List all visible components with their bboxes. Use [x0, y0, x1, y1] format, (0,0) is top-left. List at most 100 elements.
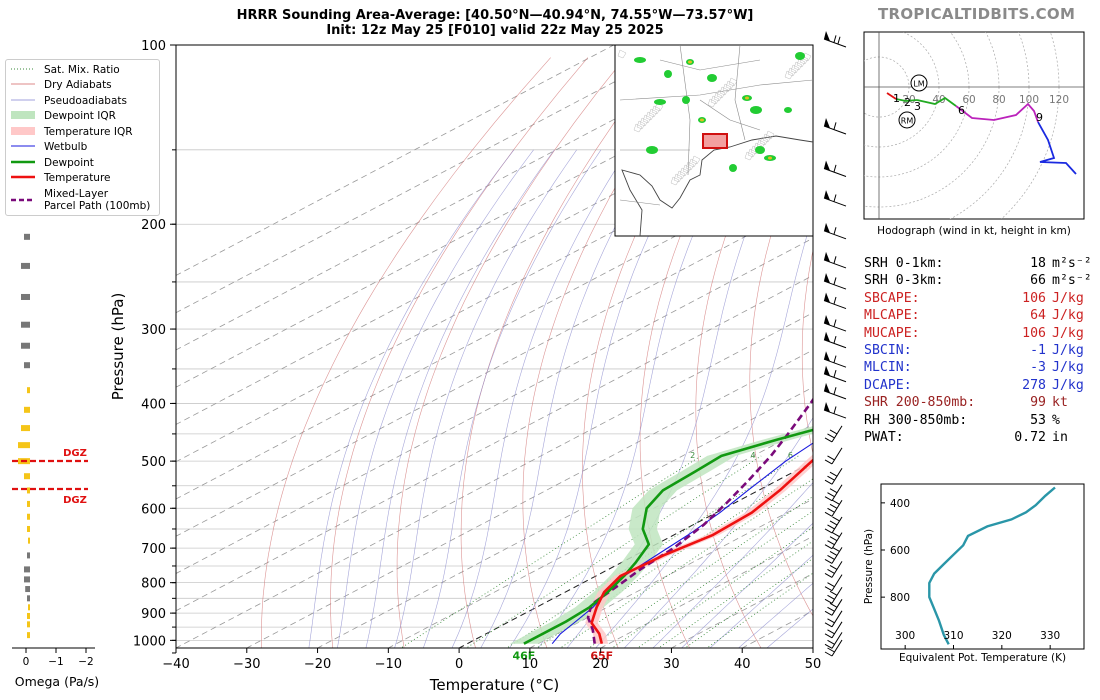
mixing-ratio-label: 4	[751, 451, 756, 460]
pseudoadiabat	[595, 215, 813, 648]
hodograph-height-label: 9	[1036, 111, 1043, 124]
right-mover-label: RM	[901, 117, 914, 126]
omega-bar	[27, 513, 30, 520]
barb-flag	[827, 524, 835, 530]
y-axis-label: Pressure (hPa)	[109, 293, 127, 401]
mixing-ratio-line	[636, 526, 813, 648]
radar-echo	[654, 99, 666, 105]
theta-e-x-tick-label: 300	[895, 630, 915, 642]
barb-flag	[827, 475, 835, 481]
stat-value: 106	[1022, 325, 1046, 341]
radar-echo	[750, 106, 762, 114]
stat-unit: J/kg	[1052, 290, 1084, 306]
stat-unit: %	[1052, 412, 1060, 428]
barb-pennant	[824, 315, 830, 326]
stat-label: MLCIN:	[864, 360, 912, 376]
barb-flag	[833, 227, 837, 235]
barb-pennant	[824, 382, 830, 393]
mixing-ratio-label: 36	[969, 451, 979, 460]
omega-bar	[21, 342, 30, 349]
x-tick-label: −20	[304, 657, 331, 672]
mixing-ratio-line	[658, 540, 813, 648]
wind-barb	[824, 574, 843, 592]
barb-flag	[824, 633, 833, 639]
pseudoadiabat	[738, 582, 813, 648]
series-temperature	[590, 458, 813, 645]
y-tick-label: 300	[141, 323, 166, 338]
stat-unit: J/kg	[1052, 377, 1084, 393]
barb-flag	[832, 546, 840, 552]
barb-staff	[831, 447, 843, 465]
barb-flag	[833, 319, 837, 327]
omega-bar	[24, 233, 30, 240]
legend-swatch	[11, 145, 35, 147]
stat-row: SBCAPE: 106 J/kg	[864, 290, 1100, 307]
omega-bar	[27, 387, 30, 394]
stat-value: -1	[1030, 343, 1046, 359]
county-line	[744, 151, 754, 161]
y-tick-label: 600	[141, 502, 166, 517]
isotherm	[176, 312, 813, 648]
barb-pennant	[824, 251, 830, 262]
x-tick-label: 0	[455, 657, 463, 672]
state-border	[679, 44, 691, 176]
wind-barb	[824, 632, 843, 649]
sounding-indices: SRH 0-1km: 18 m²s⁻² SRH 0-3km: 66 m²s⁻² SBCAPE…	[864, 255, 1100, 446]
hodograph-height-label: 3	[914, 100, 921, 113]
radar-echo-core	[768, 156, 772, 160]
stat-unit: J/kg	[1052, 325, 1084, 341]
theta-e-y-tick-label: 400	[890, 498, 910, 510]
barb-flag	[827, 629, 835, 635]
stat-label: SRH 0-3km:	[864, 273, 944, 289]
coastline	[621, 135, 814, 237]
dry-adiabat	[330, 57, 589, 648]
mixing-ratio-label: 2	[690, 451, 695, 460]
barb-flag	[824, 544, 833, 550]
barb-flag	[833, 296, 837, 305]
legend-swatch	[11, 99, 35, 101]
wind-barb	[823, 117, 847, 135]
pseudoadiabat	[308, 149, 515, 648]
x-tick-label: 20	[592, 657, 609, 672]
barb-flag	[829, 602, 838, 608]
y-tick-label: 100	[141, 39, 166, 54]
barb-flag	[829, 536, 838, 542]
theta-e-x-tick-label: 310	[943, 630, 963, 642]
legend-swatch	[11, 175, 35, 179]
hodograph-height-label: 6	[958, 104, 965, 117]
y-tick-label: 400	[141, 397, 166, 412]
omega-bar	[21, 262, 30, 269]
barb-staff	[823, 339, 847, 349]
y-tick-label: 700	[141, 542, 166, 557]
theta-e-frame	[880, 483, 1085, 650]
isotherm	[176, 45, 757, 351]
pseudoadiabat	[537, 149, 734, 648]
omega-bar	[27, 500, 30, 507]
barb-flag	[824, 558, 833, 564]
stat-row: SHR 200-850mb: 99 kt	[864, 394, 1100, 411]
dgz-label: DGZ	[63, 448, 87, 459]
barb-flag	[833, 355, 837, 363]
barb-flag	[827, 618, 835, 624]
barb-flag	[833, 387, 837, 395]
hodograph-trace-upper	[1037, 121, 1077, 175]
barb-pennant	[824, 117, 830, 128]
pseudoadiabat	[394, 149, 577, 648]
barb-flag	[824, 643, 833, 649]
wind-barb	[823, 31, 847, 48]
series-dewpoint	[523, 428, 813, 645]
wind-barb	[824, 467, 843, 485]
wind-barb	[824, 447, 843, 465]
title-line-2: Init: 12z May 25 [F010] valid 22z May 25…	[326, 23, 664, 38]
pseudoadiabat	[365, 149, 555, 648]
legend-swatch	[11, 111, 35, 119]
radar-echo	[682, 96, 690, 104]
radar-echo	[707, 74, 717, 82]
barb-flag	[824, 610, 833, 616]
stat-unit: J/kg	[1052, 343, 1084, 359]
radar-echo	[795, 52, 805, 60]
stat-value: 18	[1030, 256, 1046, 271]
omega-bar	[28, 604, 30, 611]
barb-pennant	[824, 190, 830, 201]
barb-staff	[831, 639, 843, 657]
